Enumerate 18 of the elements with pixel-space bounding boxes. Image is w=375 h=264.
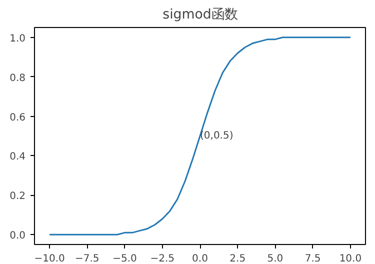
y-tick-label: 0.4 bbox=[10, 152, 26, 163]
y-tick-label: 0.8 bbox=[10, 72, 26, 84]
y-tick-label: 0.0 bbox=[10, 230, 26, 242]
chart-title: sigmod函数 bbox=[162, 8, 238, 22]
x-tick-label: 2.5 bbox=[230, 254, 246, 264]
x-tick-label: −5.0 bbox=[112, 254, 137, 264]
y-tick-label: 0.2 bbox=[10, 191, 26, 202]
annotation: (0,0.5) bbox=[200, 130, 234, 142]
y-tick-label: 0.6 bbox=[10, 112, 26, 124]
x-tick-label: −7.5 bbox=[75, 254, 100, 264]
x-tick-label: 5.0 bbox=[267, 254, 284, 264]
x-tick-label: −10.0 bbox=[34, 254, 65, 264]
x-tick-label: 7.5 bbox=[304, 254, 321, 264]
x-tick-label: 10.0 bbox=[339, 254, 362, 264]
y-tick-label: 1.0 bbox=[10, 33, 26, 44]
line-series bbox=[48, 36, 352, 236]
x-tick-label: 0.0 bbox=[192, 254, 208, 264]
x-tick-label: −2.5 bbox=[150, 254, 175, 264]
